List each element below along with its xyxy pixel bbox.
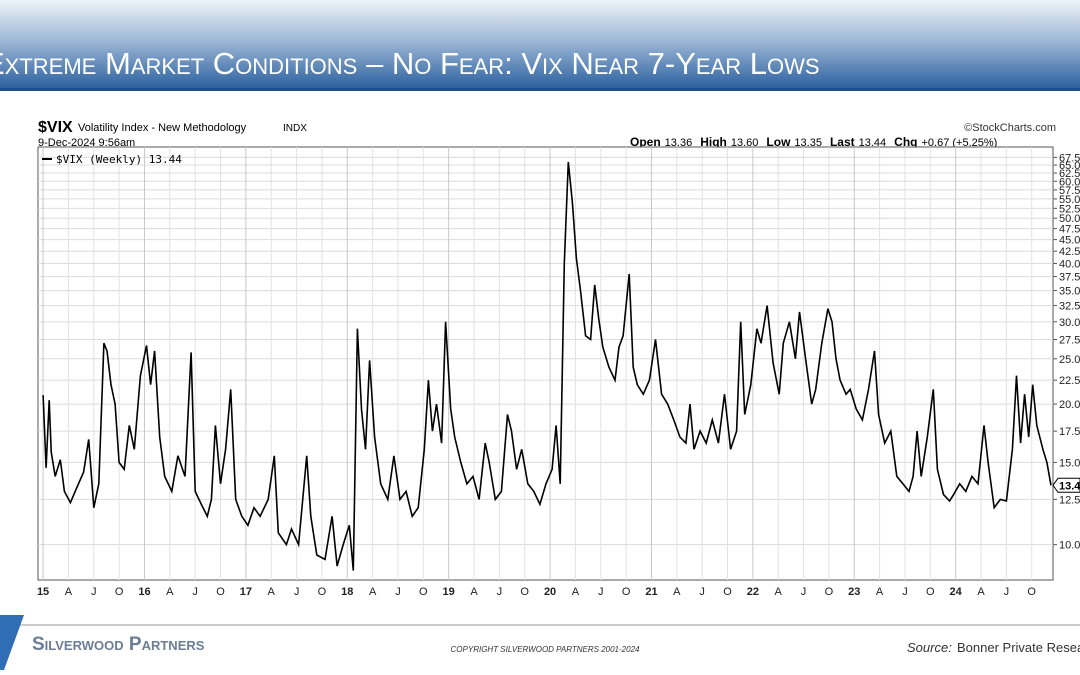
x-tick-label: J <box>801 586 807 598</box>
x-tick-label: A <box>775 586 783 598</box>
x-tick-label: J <box>395 586 401 598</box>
x-tick-label: J <box>598 586 604 598</box>
quote-label: Open <box>630 135 661 149</box>
banner-rule <box>0 88 1080 91</box>
chart-title: Volatility Index - New Methodology <box>78 122 247 134</box>
quote-label: Low <box>766 135 791 149</box>
x-tick-label: 23 <box>848 586 860 598</box>
x-tick-label: 21 <box>645 586 657 598</box>
x-tick-label: J <box>91 586 97 598</box>
y-tick-label: 30.0 <box>1059 317 1080 329</box>
x-tick-label: O <box>1027 586 1036 598</box>
quote-value: 13.35 <box>794 137 822 149</box>
x-tick-label: 18 <box>341 586 353 598</box>
x-tick-label: A <box>268 586 276 598</box>
x-tick-label: 17 <box>240 586 252 598</box>
y-tick-label: 12.5 <box>1059 494 1080 506</box>
y-tick-label: 67.5 <box>1059 152 1080 164</box>
x-tick-label: O <box>520 586 529 598</box>
x-tick-label: J <box>1004 586 1010 598</box>
x-tick-label: A <box>369 586 377 598</box>
y-tick-label: 32.5 <box>1059 301 1080 313</box>
x-tick-label: 24 <box>950 586 963 598</box>
x-tick-label: A <box>673 586 681 598</box>
quote-label: High <box>700 135 727 149</box>
title-banner <box>0 0 1080 88</box>
x-tick-label: O <box>318 586 327 598</box>
x-tick-label: A <box>65 586 73 598</box>
y-tick-label: 47.5 <box>1059 224 1080 236</box>
x-tick-label: J <box>497 586 503 598</box>
x-tick-label: A <box>977 586 985 598</box>
x-tick-label: O <box>926 586 935 598</box>
y-tick-label: 62.5 <box>1059 168 1080 180</box>
x-tick-label: A <box>572 586 580 598</box>
x-tick-label: O <box>825 586 834 598</box>
y-tick-label: 65.0 <box>1059 160 1080 172</box>
credit: ©StockCharts.com <box>964 122 1056 134</box>
x-tick-label: 19 <box>443 586 455 598</box>
plot-area <box>37 146 1054 581</box>
x-tick-label: O <box>622 586 631 598</box>
x-tick-label: 20 <box>544 586 556 598</box>
x-tick-label: O <box>419 586 428 598</box>
y-tick-label: 15.0 <box>1059 457 1080 469</box>
y-tick-label: 17.5 <box>1059 426 1080 438</box>
x-tick-label: 22 <box>747 586 759 598</box>
y-tick-label: 50.0 <box>1059 213 1080 225</box>
y-tick-label: 22.5 <box>1059 375 1080 387</box>
x-tick-label: 16 <box>138 586 150 598</box>
symbol: $VIX <box>38 119 73 136</box>
date: 9-Dec-2024 9:56am <box>38 137 135 149</box>
x-tick-label: 15 <box>37 586 49 598</box>
x-tick-label: A <box>470 586 478 598</box>
company: Silverwood Partners <box>32 634 205 655</box>
y-tick-label: 42.5 <box>1059 246 1080 258</box>
y-tick-label: 40.0 <box>1059 258 1080 270</box>
quote-value: 13.60 <box>731 137 759 149</box>
last-value-tag <box>1052 477 1080 493</box>
copyright: COPYRIGHT SILVERWOOD PARTNERS 2001-2024 <box>451 645 641 654</box>
y-tick-label: 27.5 <box>1059 334 1080 346</box>
y-tick-label: 45.0 <box>1059 235 1080 247</box>
last-value-label: 13.44 <box>1059 480 1080 492</box>
logo <box>0 615 24 670</box>
quote-label: Chg <box>894 135 917 149</box>
y-tick-label: 10.0 <box>1059 540 1080 552</box>
y-tick-label: 57.5 <box>1059 185 1080 197</box>
y-tick-label: 55.0 <box>1059 194 1080 206</box>
legend-label: $VIX (Weekly) 13.44 <box>56 153 182 166</box>
source: Bonner Private Research <box>957 640 1080 655</box>
x-tick-label: O <box>115 586 124 598</box>
exchange: INDX <box>283 123 307 134</box>
x-tick-label: O <box>723 586 732 598</box>
x-tick-label: A <box>166 586 174 598</box>
quote-value: 13.36 <box>665 137 693 149</box>
x-tick-label: A <box>876 586 884 598</box>
vix-line <box>42 161 1052 571</box>
slide-title: Extreme Market Conditions – No Fear: Vix… <box>0 46 820 81</box>
x-tick-label: J <box>699 586 705 598</box>
y-tick-label: 60.0 <box>1059 176 1080 188</box>
y-tick-label: 37.5 <box>1059 272 1080 284</box>
quote-value: +0.67 (+5.25%) <box>921 137 997 149</box>
y-tick-label: 35.0 <box>1059 286 1080 298</box>
x-tick-label: J <box>192 586 198 598</box>
y-tick-label: 25.0 <box>1059 354 1080 366</box>
quote-label: Last <box>830 135 855 149</box>
source-label: Source: <box>907 640 952 655</box>
quote: Open 13.36 High 13.60 Low 13.35 Last 13.44 Chg +0… <box>630 135 997 149</box>
x-tick-label: J <box>902 586 908 598</box>
x-tick-label: O <box>216 586 225 598</box>
quote-value: 13.44 <box>859 137 887 149</box>
x-tick-label: J <box>294 586 300 598</box>
y-tick-label: 52.5 <box>1059 203 1080 215</box>
y-tick-label: 20.0 <box>1059 399 1080 411</box>
